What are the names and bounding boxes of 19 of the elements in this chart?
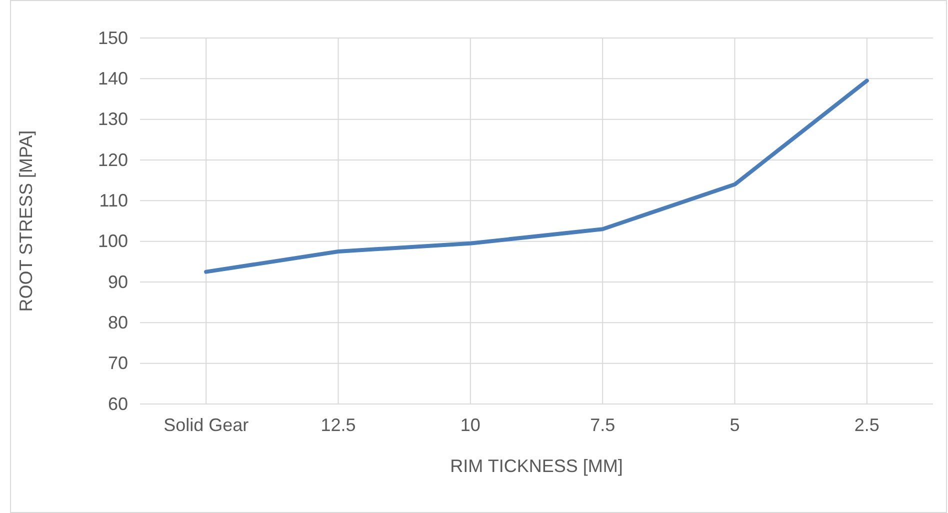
x-tick-label: 7.5 [590,414,616,435]
x-tick-label: 10 [460,414,480,435]
y-tick-label: 90 [108,272,128,292]
x-tick-label: 12.5 [320,414,356,435]
x-tick-label: 5 [730,414,740,435]
y-tick-label: 140 [98,68,128,88]
y-tick-label: 60 [108,394,128,414]
x-tick-label: 2.5 [854,414,880,435]
y-tick-label: 100 [98,231,128,252]
y-tick-label: 130 [98,109,128,130]
y-tick-label: 110 [99,190,128,210]
x-axis-title: RIM TICKNESS [MM] [450,456,623,476]
y-axis-title: ROOT STRESS [MPA] [16,130,36,312]
y-tick-label: 120 [98,150,128,170]
y-tick-label: 80 [108,312,128,332]
y-tick-label: 150 [98,28,128,48]
line-series [204,78,869,274]
y-tick-label: 70 [108,353,128,374]
x-tick-label: Solid Gear [164,414,249,435]
